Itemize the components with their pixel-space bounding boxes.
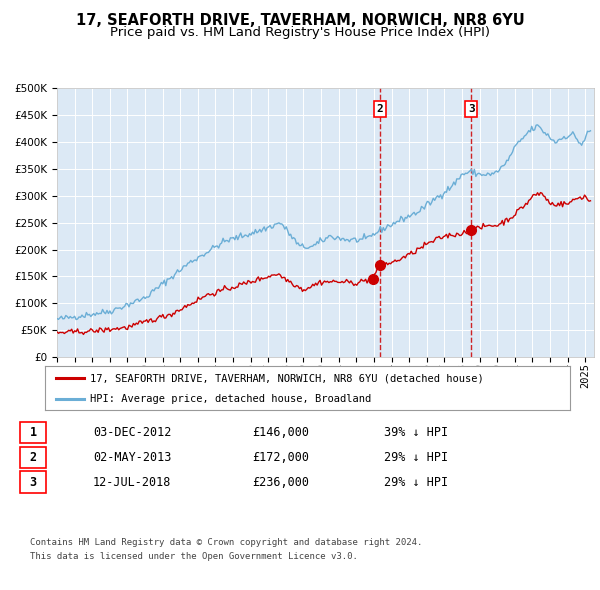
- Text: 3: 3: [29, 476, 37, 489]
- Text: Price paid vs. HM Land Registry's House Price Index (HPI): Price paid vs. HM Land Registry's House …: [110, 26, 490, 39]
- Text: 17, SEAFORTH DRIVE, TAVERHAM, NORWICH, NR8 6YU: 17, SEAFORTH DRIVE, TAVERHAM, NORWICH, N…: [76, 13, 524, 28]
- Text: 1: 1: [29, 426, 37, 439]
- Text: Contains HM Land Registry data © Crown copyright and database right 2024.: Contains HM Land Registry data © Crown c…: [30, 538, 422, 547]
- Text: 2: 2: [376, 104, 383, 114]
- Text: 17, SEAFORTH DRIVE, TAVERHAM, NORWICH, NR8 6YU (detached house): 17, SEAFORTH DRIVE, TAVERHAM, NORWICH, N…: [89, 373, 484, 383]
- Text: 12-JUL-2018: 12-JUL-2018: [93, 476, 172, 489]
- Text: 02-MAY-2013: 02-MAY-2013: [93, 451, 172, 464]
- Text: 29% ↓ HPI: 29% ↓ HPI: [384, 451, 448, 464]
- Text: 03-DEC-2012: 03-DEC-2012: [93, 426, 172, 439]
- Text: £146,000: £146,000: [252, 426, 309, 439]
- Text: £172,000: £172,000: [252, 451, 309, 464]
- Text: 3: 3: [468, 104, 475, 114]
- Text: HPI: Average price, detached house, Broadland: HPI: Average price, detached house, Broa…: [89, 394, 371, 404]
- Text: 2: 2: [29, 451, 37, 464]
- Text: 39% ↓ HPI: 39% ↓ HPI: [384, 426, 448, 439]
- Text: £236,000: £236,000: [252, 476, 309, 489]
- Text: 29% ↓ HPI: 29% ↓ HPI: [384, 476, 448, 489]
- Text: This data is licensed under the Open Government Licence v3.0.: This data is licensed under the Open Gov…: [30, 552, 358, 560]
